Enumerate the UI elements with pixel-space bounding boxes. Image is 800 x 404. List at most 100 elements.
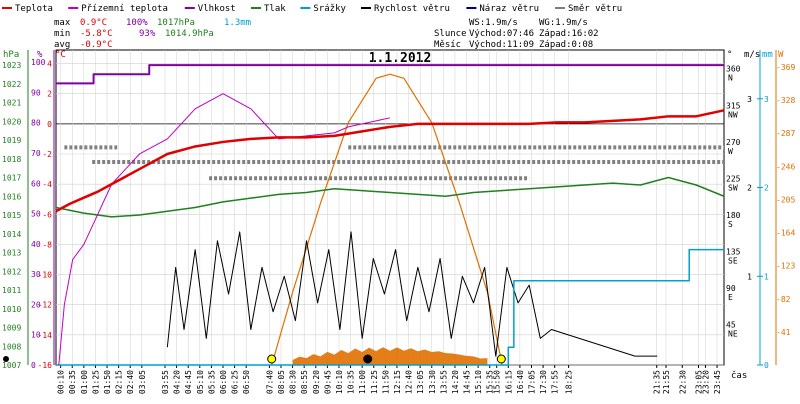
w-unit: W xyxy=(778,50,784,60)
hpa-tick-label: 1008 xyxy=(2,342,21,351)
hpa-tick-label: 1013 xyxy=(2,249,21,258)
temp-tick-label: 2 xyxy=(47,90,52,99)
time-tick-label: 17:55 xyxy=(551,370,560,394)
time-tick-label: 06:25 xyxy=(231,370,240,394)
pct-tick-label: 80 xyxy=(31,119,41,128)
temp-tick-label: -6 xyxy=(42,210,52,219)
mm-unit: mm xyxy=(762,50,773,60)
time-tick-label: 08:55 xyxy=(300,370,309,394)
pct-tick-label: 60 xyxy=(31,179,41,188)
time-tick-label: 12:15 xyxy=(393,370,402,394)
w-tick-label: -123 xyxy=(776,262,795,271)
time-tick-label: 10:10 xyxy=(335,370,344,394)
hpa-tick-label: 1022 xyxy=(2,80,21,89)
stats-moon-rise: Východ:11:09 xyxy=(469,40,534,50)
mm-tick-label: 0 xyxy=(764,361,769,370)
time-tick-label: 03:05 xyxy=(138,370,147,394)
hpa-tick-label: 1011 xyxy=(2,286,21,295)
time-tick-label: 14:45 xyxy=(463,370,472,394)
legend-label-smer: Směr větru xyxy=(568,4,622,14)
time-tick-label: 13:55 xyxy=(439,370,448,394)
stats-sun-rise: Východ:07:46 xyxy=(469,29,534,39)
hpa-tick-label: 1014 xyxy=(2,230,21,239)
stats-max-label: max xyxy=(54,18,71,28)
temperature-series xyxy=(55,109,725,213)
rainfall-series xyxy=(56,248,724,366)
ground-temperature-series xyxy=(58,93,391,366)
time-tick-label: 03:55 xyxy=(161,370,170,394)
w-tick-label: -328 xyxy=(776,96,795,105)
humidity-series xyxy=(56,64,724,85)
temp-tick-label: -4 xyxy=(42,180,52,189)
stats-moon-set: Západ:0:08 xyxy=(539,40,593,50)
stats-moon-label: Měsíc xyxy=(434,40,461,50)
time-tick-label: 21:55 xyxy=(662,370,671,394)
time-tick-label: 10:35 xyxy=(347,370,356,394)
w-tick-label: -287 xyxy=(776,129,795,138)
hpa-tick-label: 1018 xyxy=(2,155,21,164)
pct-tick-label: 40 xyxy=(31,240,41,249)
pct-tick-label: 70 xyxy=(31,149,41,158)
legend-label-teplota: Teplota xyxy=(15,4,53,14)
temp-tick-label: -8 xyxy=(42,240,52,249)
stats-min-press: 1014.9hPa xyxy=(165,29,214,39)
time-tick-label: 06:00 xyxy=(219,370,228,394)
legend-label-naraz: Náraz větru xyxy=(479,4,539,14)
temp-tick-label: -16 xyxy=(38,361,53,370)
hpa-tick-label: 1019 xyxy=(2,136,21,145)
dir-tick-label: SW xyxy=(728,183,738,192)
time-tick-label: 16:15 xyxy=(504,370,513,394)
time-tick-label: 09:20 xyxy=(312,370,321,394)
hpa-tick-label: 1020 xyxy=(2,117,21,126)
time-tick-label: 05:10 xyxy=(196,370,205,394)
ms-tick-label: 3 xyxy=(747,95,752,104)
time-tick-label: 23:20 xyxy=(701,370,710,394)
pct-unit: % xyxy=(37,50,43,60)
time-unit: čas xyxy=(731,370,747,381)
hpa-tick-label: 1023 xyxy=(2,61,21,70)
w-tick-label: -164 xyxy=(776,229,795,238)
hpa-tick-label: 1017 xyxy=(2,174,21,183)
pressure-series xyxy=(55,176,725,218)
pct-tick-label: 100 xyxy=(31,58,46,67)
hpa-tick-label: 1016 xyxy=(2,192,21,201)
ms-unit: m/s xyxy=(744,50,760,60)
sunlight-series xyxy=(271,73,503,366)
dir-tick-label: N xyxy=(728,74,733,83)
pct-tick-label: 20 xyxy=(31,300,41,309)
plot-area xyxy=(55,49,725,366)
dir-tick-label: NE xyxy=(728,329,738,338)
hpa-tick-label: 1021 xyxy=(2,99,21,108)
time-tick-label: 18:25 xyxy=(565,370,574,394)
stats-max-rain: 1.3mm xyxy=(224,18,251,28)
time-tick-label: 21:35 xyxy=(653,370,662,394)
time-tick-label: 00:10 xyxy=(57,370,66,394)
time-tick-label: 00:35 xyxy=(68,370,77,394)
dir-tick-deg: 180 xyxy=(726,211,741,220)
dir-tick-label: SE xyxy=(728,256,738,265)
w-tick-label: -82 xyxy=(776,295,791,304)
time-tick-label: 01:50 xyxy=(103,370,112,394)
legend-label-pocitova: Přízemní teplota xyxy=(81,4,168,14)
dir-tick-deg: 225 xyxy=(726,174,741,183)
time-tick-label: 11:00 xyxy=(358,370,367,394)
temp-tick-label: 0 xyxy=(47,120,52,129)
dir-tick-deg: 315 xyxy=(726,101,741,110)
wind-speed-series xyxy=(166,231,658,357)
time-tick-label: 09:45 xyxy=(323,370,332,394)
stats-max-temp: 0.9°C xyxy=(80,18,107,28)
radiation-area xyxy=(292,347,488,365)
time-tick-label: 22:30 xyxy=(678,370,687,394)
stats-sun-set: Západ:16:02 xyxy=(539,29,599,39)
time-tick-label: 23:45 xyxy=(713,370,722,394)
temp-tick-label: 4 xyxy=(47,60,52,69)
stats-max-hum: 100% xyxy=(126,18,148,28)
y-axes: 420-2-4-6-8-10-12-14-1610231022102110201… xyxy=(2,58,795,370)
time-tick-label: 11:50 xyxy=(381,370,390,394)
dir-tick-deg: 360 xyxy=(726,65,741,74)
time-tick-label: 15:35 xyxy=(486,370,495,394)
deg-unit: ° xyxy=(727,50,732,60)
pct-tick-label: 30 xyxy=(31,270,41,279)
time-tick-label: 05:35 xyxy=(207,370,216,394)
